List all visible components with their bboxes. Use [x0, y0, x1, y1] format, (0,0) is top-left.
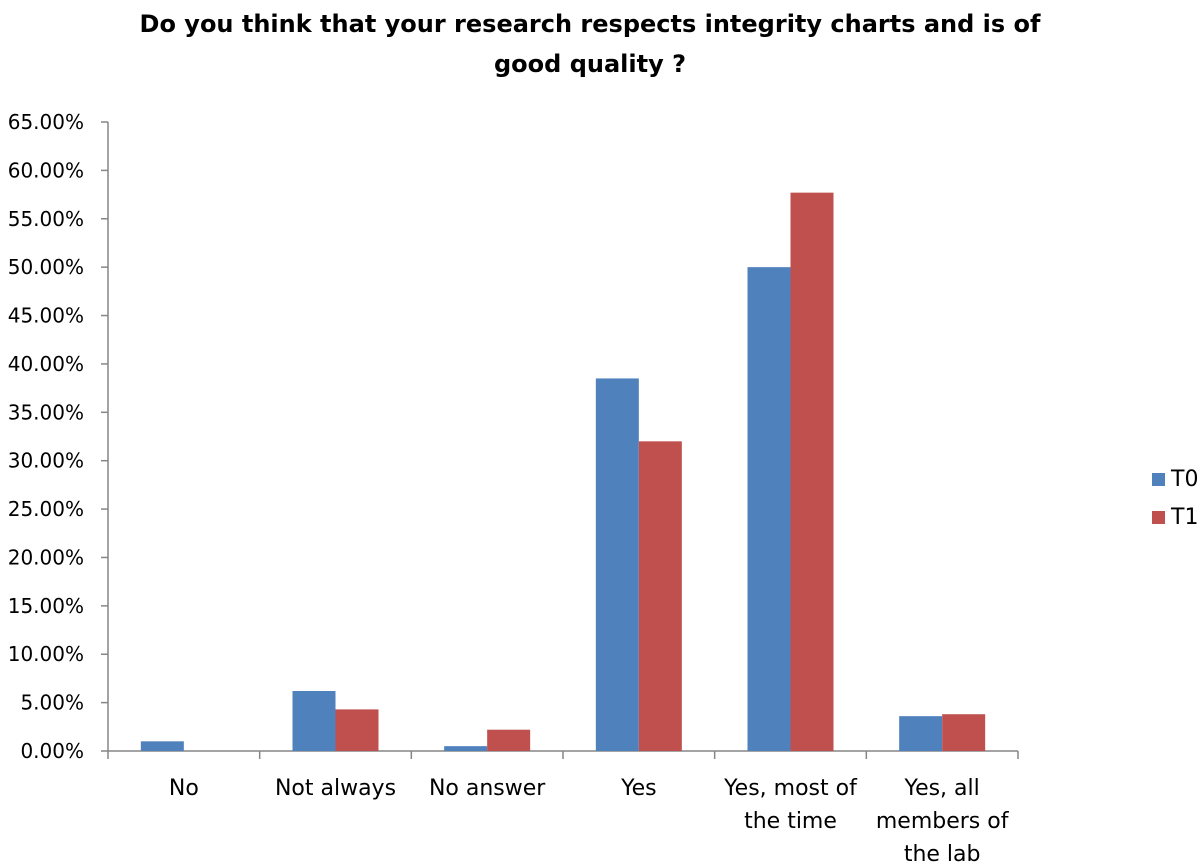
- x-category-label: Not always: [275, 776, 396, 801]
- bar-t0-2: [444, 746, 488, 751]
- y-tick-label: 60.00%: [8, 158, 84, 182]
- bar-t1-5: [942, 714, 986, 751]
- y-tick-label: 15.00%: [8, 594, 84, 618]
- bar-t0-0: [140, 741, 184, 751]
- bar-t0-3: [595, 378, 639, 751]
- bar-t1-1: [335, 709, 379, 751]
- y-tick-label: 50.00%: [8, 255, 84, 279]
- legend-item-t0: T0: [1152, 460, 1198, 498]
- bar-t1-4: [790, 192, 834, 751]
- y-tick-label: 5.00%: [20, 691, 84, 715]
- x-category-label: Yes, most of: [723, 776, 858, 801]
- y-tick-label: 65.00%: [8, 110, 84, 134]
- x-category-label: the time: [744, 809, 837, 834]
- y-tick-label: 0.00%: [20, 739, 84, 763]
- y-tick-label: 25.00%: [8, 497, 84, 521]
- y-tick-label: 10.00%: [8, 642, 84, 666]
- bar-t0-5: [899, 716, 943, 751]
- chart-title: Do you think that your research respects…: [0, 4, 1180, 84]
- bar-t1-2: [487, 729, 531, 751]
- y-tick-label: 55.00%: [8, 207, 84, 231]
- legend-item-t1: T1: [1152, 498, 1198, 536]
- chart-title-line-2: good quality ?: [494, 50, 686, 78]
- legend-label-t0: T0: [1171, 466, 1199, 492]
- legend: T0 T1: [1152, 460, 1198, 536]
- y-tick-label: 20.00%: [8, 545, 84, 569]
- x-category-label: the lab: [904, 842, 981, 865]
- bar-t0-4: [747, 267, 791, 751]
- y-tick-label: 45.00%: [8, 304, 84, 328]
- x-category-label: Yes: [620, 776, 657, 801]
- bar-t0-1: [292, 691, 336, 751]
- y-tick-label: 30.00%: [8, 449, 84, 473]
- chart-title-line-1: Do you think that your research respects…: [139, 10, 1041, 38]
- legend-label-t1: T1: [1171, 504, 1199, 530]
- x-category-label: No answer: [429, 776, 546, 801]
- y-tick-label: 40.00%: [8, 352, 84, 376]
- legend-swatch-t1: [1152, 510, 1165, 524]
- y-tick-label: 35.00%: [8, 400, 84, 424]
- legend-swatch-t0: [1152, 472, 1165, 486]
- x-category-label: Yes, all: [904, 776, 980, 801]
- bar-t1-3: [638, 441, 682, 751]
- x-category-label: members of: [876, 809, 1010, 834]
- x-category-label: No: [169, 776, 199, 801]
